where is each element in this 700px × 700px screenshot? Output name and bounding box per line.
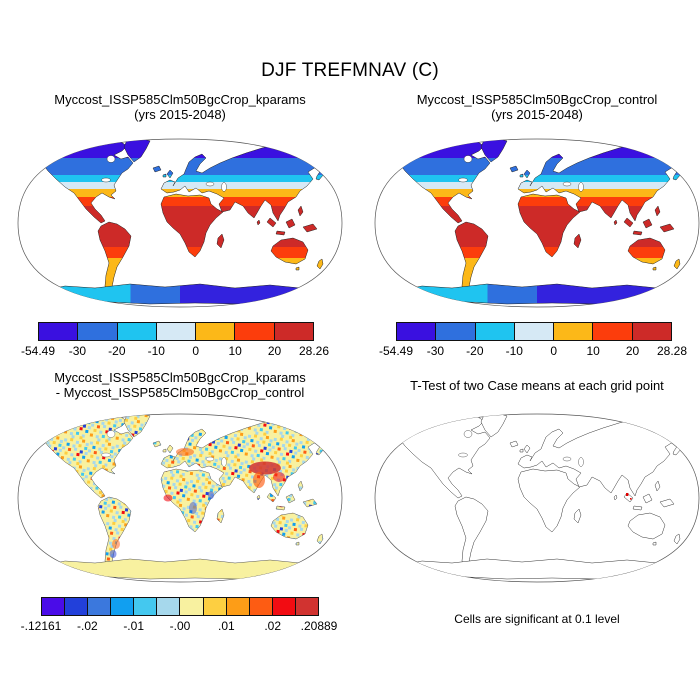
colorbar-segment	[513, 323, 554, 340]
panel-title-diff-line2: - Myccost_ISSP585Clm50BgcCrop_control	[55, 385, 305, 400]
colorbar-segment	[42, 598, 65, 615]
panel-title-diff-line1: Myccost_ISSP585Clm50BgcCrop_kparams	[54, 370, 306, 385]
colorbar-labels-control: -54.49 -30 -20 -10 0 10 20 28.28	[379, 344, 687, 358]
significant-cell-mark	[630, 498, 632, 500]
colorbar-tick-label: -.02	[76, 619, 98, 633]
colorbar-tick-label: -20	[108, 344, 126, 358]
colorbar-segment	[248, 598, 272, 615]
diff-hotspot-south-brazil	[112, 539, 120, 549]
panel-title-control-line2: (yrs 2015-2048)	[491, 107, 583, 122]
colorbar-control	[396, 322, 672, 341]
significant-cell-mark	[626, 493, 629, 496]
panel-title-diff: Myccost_ISSP585Clm50BgcCrop_kparams - My…	[15, 370, 345, 400]
colorbar-segment	[553, 323, 593, 340]
colorbar-tick-label: -.12161	[20, 619, 62, 633]
colorbar-segment	[133, 598, 157, 615]
colorbar-labels-kparams: -54.49 -30 -20 -10 0 10 20 28.26	[21, 344, 329, 358]
colorbar-tick-label: -10	[505, 344, 523, 358]
colorbar-segment	[77, 323, 117, 340]
figure-title: DJF TREFMNAV (C)	[261, 60, 439, 81]
ttest-significant-cells	[626, 493, 632, 500]
diff-coldspot-congo	[189, 502, 197, 514]
colorbar-segment	[155, 323, 196, 340]
colorbar-segment	[116, 323, 156, 340]
panel-title-control-line1: Myccost_ISSP585Clm50BgcCrop_control	[416, 92, 658, 107]
colorbar-tick-label: 0	[192, 344, 200, 358]
panel-title-kparams: Myccost_ISSP585Clm50BgcCrop_kparams (yrs…	[15, 92, 345, 122]
colorbar-segment	[273, 323, 313, 340]
diff-hotspot-west-africa	[163, 494, 173, 502]
colorbar-tick-label: 10	[228, 344, 242, 358]
colorbar-segment	[592, 323, 632, 340]
colorbar-segment	[110, 598, 134, 615]
world-map-control	[372, 130, 700, 320]
diff-hotspot-india	[253, 472, 265, 488]
panel-title-ttest: T-Test of two Case means at each grid po…	[372, 378, 700, 393]
colorbar-segment	[294, 598, 318, 615]
colorbar-tick-label: -54.49	[20, 344, 56, 358]
colorbar-segment	[225, 598, 249, 615]
colorbar-tick-label: -.00	[169, 619, 191, 633]
colorbar-labels-diff: -.12161 -.02 -.01 -.00 .01 .02 .20889	[21, 619, 338, 633]
colorbar-tick-label: .20889	[300, 619, 338, 633]
colorbar-tick-label: .01	[217, 619, 235, 633]
colorbar-tick-label: 10	[586, 344, 600, 358]
colorbar-kparams	[38, 322, 314, 341]
diff-hotspot-china	[273, 472, 285, 482]
colorbar-tick-label: -.01	[123, 619, 144, 633]
ttest-caption: Cells are significant at 0.1 level	[454, 612, 620, 626]
colorbar-tick-label: 20	[625, 344, 640, 358]
colorbar-segment	[156, 598, 180, 615]
panel-title-kparams-line2: (yrs 2015-2048)	[134, 107, 226, 122]
colorbar-segment	[234, 323, 274, 340]
colorbar-segment	[87, 598, 111, 615]
world-map-ttest	[372, 405, 700, 595]
colorbar-tick-label: 0	[550, 344, 558, 358]
diff-hotspot-europe	[176, 448, 194, 456]
diff-coldspot-argentina	[109, 550, 117, 558]
panel-title-control: Myccost_ISSP585Clm50BgcCrop_control (yrs…	[372, 92, 700, 122]
colorbar-tick-label: -30	[68, 344, 87, 358]
colorbar-tick-label: 20	[267, 344, 282, 358]
colorbar-segment	[39, 323, 78, 340]
colorbar-tick-label: .02	[264, 619, 281, 633]
colorbar-segment	[195, 323, 235, 340]
colorbar-segment	[271, 598, 295, 615]
colorbar-segment	[435, 323, 475, 340]
colorbar-tick-label: -20	[466, 344, 484, 358]
colorbar-tick-label: -30	[426, 344, 445, 358]
panel-title-kparams-line1: Myccost_ISSP585Clm50BgcCrop_kparams	[54, 92, 306, 107]
colorbar-tick-label: -54.49	[378, 344, 414, 358]
colorbar-segment	[179, 598, 203, 615]
colorbar-tick-label: 28.28	[656, 344, 688, 358]
colorbar-tick-label: 28.26	[298, 344, 330, 358]
colorbar-segment	[631, 323, 671, 340]
diff-hotspot-clusters	[109, 448, 285, 558]
panel-title-ttest-line1: T-Test of two Case means at each grid po…	[410, 378, 664, 393]
world-map-diff	[15, 405, 345, 595]
world-map-kparams	[15, 130, 345, 320]
colorbar-segment	[474, 323, 514, 340]
colorbar-segment	[64, 598, 88, 615]
colorbar-diff	[41, 597, 319, 616]
colorbar-segment	[397, 323, 436, 340]
colorbar-tick-label: -10	[147, 344, 165, 358]
colorbar-segment	[202, 598, 226, 615]
diff-hotspot-tibet	[249, 461, 281, 475]
diff-coldspot-east-africa	[208, 491, 214, 499]
